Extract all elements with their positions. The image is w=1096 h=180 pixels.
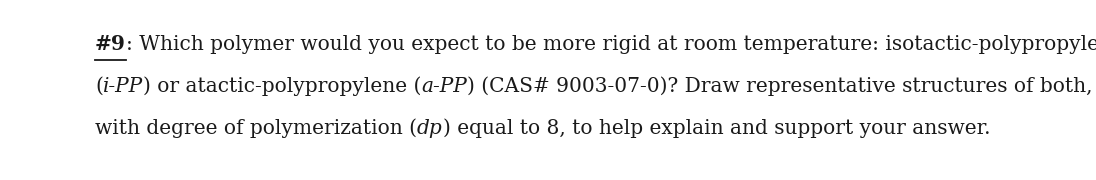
Text: : Which polymer would you expect to be more rigid at room temperature: isotactic: : Which polymer would you expect to be m… (126, 35, 1096, 54)
Text: ) (CAS# 9003-07-0)? Draw representative structures of both,: ) (CAS# 9003-07-0)? Draw representative … (467, 76, 1093, 96)
Text: i-PP: i-PP (103, 77, 142, 96)
Text: #9: #9 (95, 34, 126, 54)
Text: with degree of polymerization (: with degree of polymerization ( (95, 118, 416, 138)
Text: ) equal to 8, to help explain and support your answer.: ) equal to 8, to help explain and suppor… (443, 118, 991, 138)
Text: ) or atactic-polypropylene (: ) or atactic-polypropylene ( (142, 76, 421, 96)
Text: a-PP: a-PP (421, 77, 467, 96)
Text: dp: dp (416, 119, 443, 138)
Text: (: ( (95, 77, 103, 96)
